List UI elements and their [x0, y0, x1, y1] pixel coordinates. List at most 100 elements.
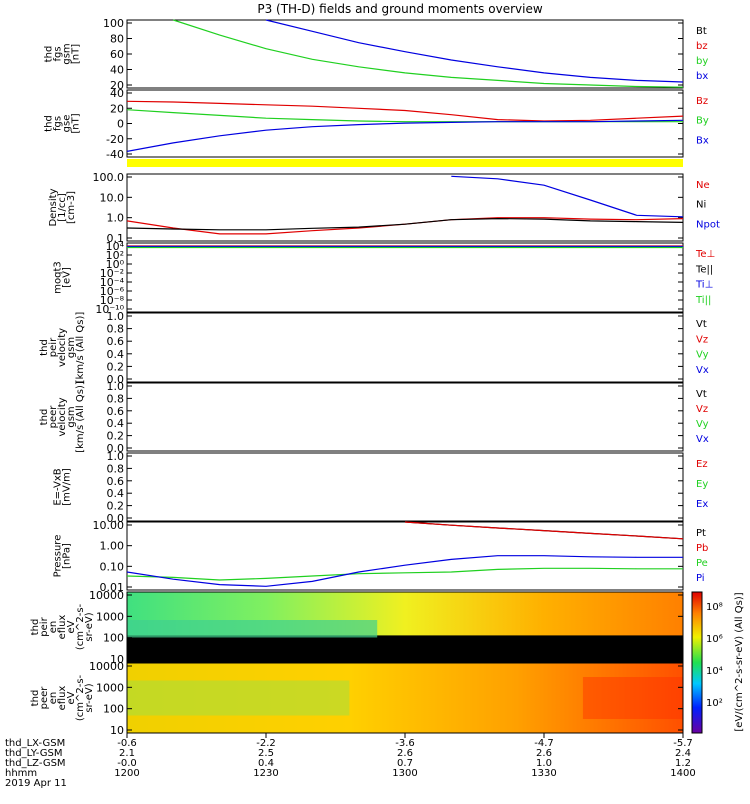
legend-Npot: Npot: [696, 219, 720, 230]
y-axis-label: eflux: [57, 615, 68, 640]
y-axis-label: Pressure: [53, 535, 64, 578]
y-tick-label: 100: [103, 17, 124, 30]
y-tick-label: 80: [110, 33, 124, 46]
legend-Ti||: Ti||: [695, 295, 711, 306]
x-tick-label: 1200: [114, 768, 139, 779]
y-axis-label: [cm-3]: [66, 191, 77, 224]
series-fgs-gsm-bx: [265, 19, 684, 83]
y-tick-label: 0.4: [107, 417, 125, 430]
panel-frame: [126, 591, 684, 663]
y-tick-label: 10⁻¹⁰: [95, 303, 124, 316]
y-axis-label: [km/s (All Qs)]: [75, 381, 86, 453]
y-tick-label: 0.6: [107, 475, 125, 488]
series-density-Ne: [126, 217, 684, 235]
y-tick-label: 1.0: [107, 310, 125, 323]
series-pressure-Pb: [404, 521, 684, 540]
y-tick-label: 100: [103, 632, 124, 645]
y-tick-label: 10⁴: [106, 240, 125, 253]
x-tick-label: 1330: [531, 768, 556, 779]
colorbar-label: [eV/(cm^2-s-sr-eV) (All Qs)]: [734, 592, 745, 731]
y-axis-label: peir: [39, 616, 50, 636]
legend-Te||: Te||: [695, 264, 713, 275]
x-tick-label: -4.7: [534, 738, 554, 749]
y-tick-label: 0.0: [107, 373, 125, 386]
y-tick-label: 20: [110, 79, 124, 92]
legend-Vt: Vt: [696, 319, 707, 330]
x-tick-label: 2.5: [258, 748, 274, 759]
status-bar: [127, 159, 683, 167]
y-tick-label: 0: [117, 118, 124, 131]
y-axis-label: moqt3: [53, 261, 64, 294]
y-axis-label: [nT]: [71, 113, 82, 133]
legend-Pi: Pi: [696, 573, 705, 584]
y-tick-label: 1.0: [107, 212, 125, 225]
legend-Ey: Ey: [696, 479, 708, 490]
y-tick-label: 0.8: [107, 462, 125, 475]
legend-Vz: Vz: [696, 404, 708, 415]
y-tick-label: 10⁰: [106, 258, 125, 271]
y-axis-label: peir: [48, 337, 59, 357]
y-axis-label: velocity: [57, 397, 68, 436]
legend-Ti⊥: Ti⊥: [695, 280, 713, 291]
y-tick-label: 0.4: [107, 348, 125, 361]
panel-frame: [126, 452, 684, 522]
legend-bz: bz: [696, 41, 708, 52]
y-axis-label: [km/s (All Qs)]: [75, 312, 86, 384]
y-tick-label: 100.0: [93, 171, 125, 184]
y-tick-label: 1.0: [107, 380, 125, 393]
colorbar: [691, 591, 703, 734]
y-axis-label: thd: [30, 690, 41, 707]
y-tick-label: 1000: [96, 610, 124, 623]
y-axis-label: eV: [66, 691, 77, 704]
panel-frame: [126, 312, 684, 383]
y-axis-label: velocity: [57, 328, 68, 367]
y-axis-label: thd: [39, 409, 50, 426]
y-tick-label: 10.0: [100, 191, 125, 204]
series-fgs-gse-Bz: [126, 100, 684, 122]
y-axis-label: [mV/m]: [62, 468, 73, 506]
y-tick-label: 0.2: [107, 500, 125, 513]
y-tick-label: 0.1: [107, 232, 125, 245]
y-axis-label: gsm: [66, 406, 77, 427]
x-tick-label: 1230: [253, 768, 278, 779]
x-tick-label: -3.6: [395, 738, 415, 749]
y-axis-label: gse: [62, 115, 73, 133]
y-tick-label: 10000: [89, 589, 124, 602]
legend-Vx: Vx: [696, 434, 709, 445]
y-tick-label: 0.8: [107, 392, 125, 405]
panel-peer: 1.00.80.60.40.20.0 thdpeervelocitygsm[km/…: [39, 380, 709, 455]
y-axis-label: Density: [48, 188, 59, 226]
colorbar-tick-label: 10⁴: [706, 666, 723, 677]
y-tick-label: 60: [110, 48, 124, 61]
panel-density: 100.0 10.0 1.0 0.1 Density[1/cc][cm-3] Ne Ni Np…: [48, 171, 720, 245]
y-tick-label: 10: [110, 653, 124, 666]
y-axis-label: E=-VxB: [53, 468, 64, 505]
y-axis-label: gsm: [66, 337, 77, 358]
legend-Pb: Pb: [696, 543, 708, 554]
y-tick-label: 10⁻²: [100, 267, 124, 280]
panel-efield: 1.00.80.60.40.20.0 E=-VxB[mV/m] Ez Ey Ex: [53, 450, 709, 525]
y-axis-label: thd: [44, 115, 55, 132]
x-tick-label: 0.4: [258, 758, 274, 769]
spectrogram-band: [127, 620, 378, 638]
legend-Te⊥: Te⊥: [695, 249, 715, 260]
legend-Bz: Bz: [696, 96, 708, 107]
y-axis-label: eV: [66, 620, 77, 633]
y-tick-label: 0.0: [107, 512, 125, 525]
y-axis-label: [1/cc]: [57, 193, 68, 222]
y-tick-label: 0.01: [100, 581, 125, 594]
y-tick-label: 10⁻⁶: [100, 285, 125, 298]
y-tick-label: -20: [106, 133, 124, 146]
y-tick-label: 1000: [96, 681, 124, 694]
panel-frame: [126, 382, 684, 452]
y-tick-label: 1.0: [107, 450, 125, 463]
x-tick-label: 2.6: [536, 748, 552, 759]
y-axis-label: sr-eV): [84, 683, 95, 712]
series-fgs-gse-Bx: [126, 119, 684, 152]
series-pressure-Pe: [126, 567, 683, 581]
